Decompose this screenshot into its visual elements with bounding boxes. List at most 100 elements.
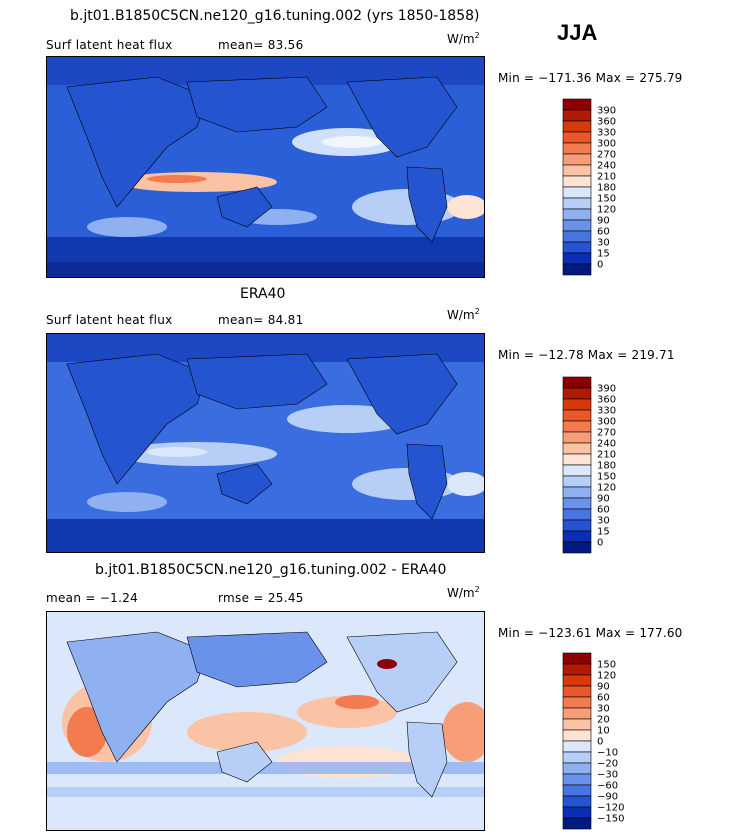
colorbar-swatch — [562, 806, 592, 819]
panel1-map-svg — [47, 57, 484, 277]
colorbar-tick-label: 60 — [597, 505, 610, 516]
colorbar-tick-label: 300 — [597, 139, 616, 150]
panel1-minmax: Min = −171.36 Max = 275.79 — [498, 71, 683, 85]
colorbar-tick-label: 330 — [597, 128, 616, 139]
colorbar-swatch — [562, 530, 592, 543]
colorbar-tick-label: 180 — [597, 183, 616, 194]
colorbar-swatch — [562, 740, 592, 753]
colorbar-tick-label: 210 — [597, 450, 616, 461]
colorbar-tick-label: 30 — [597, 238, 610, 249]
colorbar-swatch — [562, 464, 592, 477]
colorbar-tick-label: −60 — [597, 781, 618, 792]
colorbar-tick-label: 90 — [597, 682, 610, 693]
colorbar-tick-label: 390 — [597, 384, 616, 395]
panel2-mean-label: mean= 84.81 — [218, 313, 304, 327]
colorbar-tick-label: −120 — [597, 803, 624, 814]
colorbar-tick-label: 240 — [597, 161, 616, 172]
panel3-map-svg — [47, 612, 484, 830]
colorbar-swatch — [562, 153, 592, 166]
colorbar-tick-label: 300 — [597, 417, 616, 428]
colorbar-tick-label: 0 — [597, 538, 603, 549]
panel3-map — [46, 611, 485, 831]
colorbar-swatch — [562, 175, 592, 188]
colorbar-swatch — [562, 751, 592, 764]
colorbar-tick-label: 360 — [597, 395, 616, 406]
colorbar-swatch — [562, 718, 592, 731]
colorbar-swatch — [562, 519, 592, 532]
colorbar-tick-label: 270 — [597, 428, 616, 439]
colorbar-swatch — [562, 420, 592, 433]
colorbar-tick-label: 210 — [597, 172, 616, 183]
colorbar-swatch — [562, 508, 592, 521]
colorbar-swatch — [562, 263, 592, 276]
panel1-title: b.jt01.B1850C5CN.ne120_g16.tuning.002 (y… — [70, 8, 480, 24]
panel2-map — [46, 333, 485, 553]
colorbar-swatch — [562, 773, 592, 786]
colorbar-tick-label: −30 — [597, 770, 618, 781]
panel1-mean-label: mean= 83.56 — [218, 38, 304, 52]
colorbar-swatch — [562, 142, 592, 155]
colorbar-tick-label: 60 — [597, 693, 610, 704]
colorbar-swatch — [562, 685, 592, 698]
panel2-map-svg — [47, 334, 484, 552]
colorbar-tick-label: 90 — [597, 494, 610, 505]
colorbar-swatch — [562, 652, 592, 665]
colorbar-swatch — [562, 376, 592, 389]
panel2-title: ERA40 — [240, 286, 286, 302]
colorbar-tick-label: 360 — [597, 117, 616, 128]
panel1-units: W/m2 — [447, 31, 480, 46]
panel3-mean-label: mean = −1.24 — [46, 591, 139, 605]
colorbar-tick-label: −150 — [597, 814, 624, 825]
colorbar-tick-label: −20 — [597, 759, 618, 770]
colorbar-swatch — [562, 453, 592, 466]
colorbar-swatch — [562, 431, 592, 444]
colorbar-swatch — [562, 98, 592, 111]
season-label: JJA — [557, 20, 598, 45]
colorbar-swatch — [562, 109, 592, 122]
colorbar-swatch — [562, 219, 592, 232]
panel3-minmax: Min = −123.61 Max = 177.60 — [498, 626, 683, 640]
colorbar-tick-label: 270 — [597, 150, 616, 161]
colorbar-tick-label: 10 — [597, 726, 610, 737]
colorbar-swatch — [562, 252, 592, 265]
colorbar-swatch — [562, 674, 592, 687]
colorbar-tick-label: 120 — [597, 205, 616, 216]
colorbar-tick-label: 20 — [597, 715, 610, 726]
colorbar-tick-label: 0 — [597, 737, 603, 748]
colorbar-swatch — [562, 398, 592, 411]
colorbar-swatch — [562, 696, 592, 709]
colorbar-swatch — [562, 409, 592, 422]
colorbar-tick-label: 15 — [597, 249, 610, 260]
colorbar-swatch — [562, 707, 592, 720]
colorbar-tick-label: 120 — [597, 483, 616, 494]
colorbar-tick-label: −10 — [597, 748, 618, 759]
panel3-rmse-label: rmse = 25.45 — [218, 591, 304, 605]
colorbar-tick-label: 180 — [597, 461, 616, 472]
colorbar-swatch — [562, 729, 592, 742]
colorbar-tick-label: 30 — [597, 704, 610, 715]
colorbar-swatch — [562, 197, 592, 210]
colorbar-swatch — [562, 541, 592, 554]
colorbar-tick-label: 390 — [597, 106, 616, 117]
colorbar-swatch — [562, 497, 592, 510]
colorbar-swatch — [562, 208, 592, 221]
colorbar-swatch — [562, 186, 592, 199]
panel3-colorbar: 150 120 90 60 30 20 10 0 −10 −20 −30 −60 −90 −120 −150 — [562, 652, 652, 830]
panel3-units: W/m2 — [447, 585, 480, 600]
colorbar-tick-label: 150 — [597, 660, 616, 671]
colorbar-tick-label: 15 — [597, 527, 610, 538]
colorbar-swatch — [562, 795, 592, 808]
panel1-variable-label: Surf latent heat flux — [46, 38, 173, 52]
colorbar-tick-label: 30 — [597, 516, 610, 527]
colorbar-tick-label: 240 — [597, 439, 616, 450]
colorbar-tick-label: 150 — [597, 194, 616, 205]
colorbar-swatch — [562, 486, 592, 499]
colorbar-swatch — [562, 817, 592, 830]
colorbar-swatch — [562, 762, 592, 775]
colorbar-tick-label: 0 — [597, 260, 603, 271]
panel2-units: W/m2 — [447, 307, 480, 322]
colorbar-swatch — [562, 230, 592, 243]
